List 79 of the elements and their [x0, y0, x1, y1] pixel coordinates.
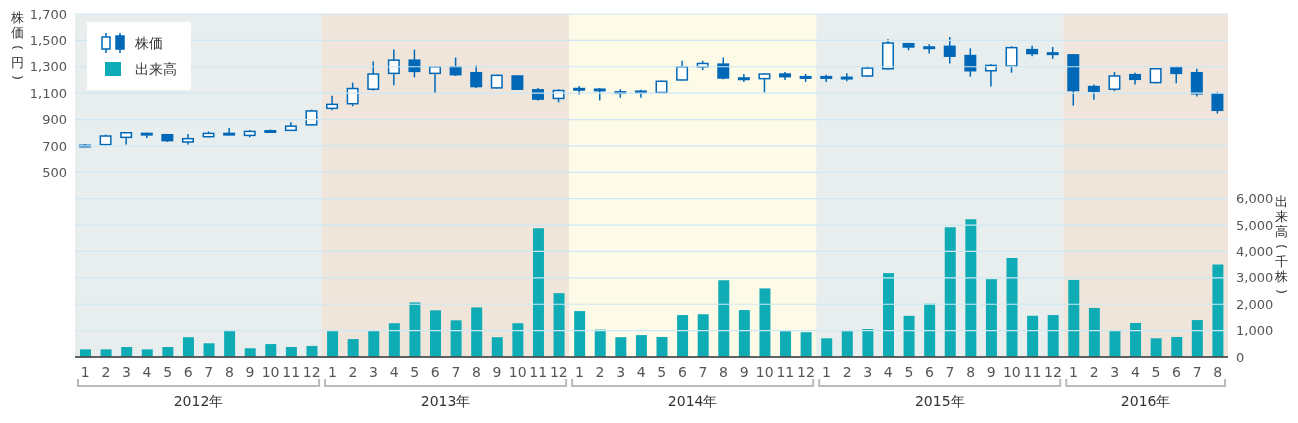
x-tick-label: 5	[163, 363, 173, 380]
y-tick-label: 1,500	[29, 33, 67, 48]
x-tick-label: 2	[348, 363, 358, 380]
band-label: 2016年	[1120, 393, 1171, 409]
x-tick-label: 5	[904, 363, 914, 380]
x-tick-label: 1	[1069, 363, 1079, 380]
x-tick-label: 12	[302, 363, 321, 380]
x-tick-label: 4	[389, 363, 399, 380]
y2-tick-label: 2,000	[1236, 296, 1274, 312]
x-tick-label: 3	[616, 363, 626, 380]
band-label: 2013年	[420, 393, 471, 409]
x-tick-label: 12	[549, 363, 568, 380]
y-tick-label: 1,100	[29, 85, 67, 101]
x-tick-label: 2	[595, 363, 605, 380]
x-tick-label: 1	[822, 363, 831, 380]
x-tick-label: 11	[776, 363, 795, 380]
x-tick-label: 7	[945, 363, 955, 380]
x-tick-label: 5	[1151, 363, 1161, 380]
x-tick-label: 10	[1002, 363, 1021, 380]
x-tick-label: 3	[369, 363, 379, 380]
x-tick-label: 6	[430, 363, 440, 380]
x-tick-label: 10	[755, 363, 774, 380]
x-tick-label: 12	[797, 363, 815, 380]
x-tick-label: 11	[529, 363, 548, 380]
x-tick-label: 9	[739, 363, 749, 380]
x-tick-label: 9	[245, 363, 255, 380]
x-tick-label: 2	[101, 363, 111, 380]
x-tick-label: 4	[1130, 363, 1140, 380]
x-tick-label: 10	[508, 363, 527, 380]
y2-tick-label: 4,000	[1236, 244, 1274, 260]
x-tick-label: 3	[1110, 363, 1120, 380]
band-label: 2012年	[173, 393, 224, 409]
y-tick-label: 1,300	[29, 59, 67, 75]
x-tick-label: 7	[204, 363, 214, 380]
x-tick-label: 12	[1044, 363, 1062, 380]
x-tick-label: 7	[451, 363, 461, 380]
x-tick-label: 1	[574, 363, 584, 380]
y2-tick-label: 5,000	[1236, 217, 1274, 233]
legend-label: 株価	[135, 34, 163, 53]
x-tick-label: 1	[327, 363, 337, 380]
x-tick-label: 5	[657, 363, 667, 380]
x-tick-label: 2	[1089, 363, 1099, 380]
band-label: 2014年	[667, 393, 718, 409]
x-tick-label: 4	[883, 363, 893, 380]
y2-axis-title: 出来高(千株)	[1273, 194, 1289, 297]
x-tick-label: 8	[966, 363, 976, 380]
x-tick-label: 11	[1023, 363, 1042, 380]
x-tick-label: 6	[1172, 363, 1182, 380]
y2-tick-label: 6,000	[1236, 191, 1274, 207]
y2-tick-label: 1,000	[1236, 323, 1274, 339]
x-tick-label: 8	[1213, 363, 1223, 380]
band-label: 2015年	[914, 393, 965, 409]
x-tick-label: 11	[282, 363, 301, 380]
x-tick-label: 9	[492, 363, 502, 380]
x-tick-label: 6	[924, 363, 934, 380]
y2-tick-label: 0	[1236, 349, 1245, 365]
x-tick-label: 8	[224, 363, 234, 380]
y-tick-label: 500	[42, 164, 67, 180]
x-tick-label: 9	[986, 363, 996, 380]
x-tick-label: 6	[677, 363, 687, 380]
x-tick-label: 1	[80, 363, 90, 380]
legend-label: 出来高	[135, 60, 177, 79]
y2-tick-label: 3,000	[1236, 270, 1274, 286]
x-tick-label: 2	[842, 363, 852, 380]
y-axis-title: 株価(円)	[9, 10, 25, 83]
x-tick-label: 10	[261, 363, 280, 380]
x-tick-label: 4	[636, 363, 646, 380]
x-tick-label: 3	[122, 363, 131, 380]
x-tick-label: 8	[472, 363, 481, 380]
x-tick-label: 7	[698, 363, 708, 380]
x-tick-label: 6	[183, 363, 193, 380]
x-tick-label: 8	[719, 363, 729, 380]
y-tick-label: 1,700	[29, 6, 67, 22]
y-tick-label: 900	[42, 112, 67, 128]
x-tick-label: 5	[410, 363, 420, 380]
y-tick-label: 700	[42, 138, 67, 154]
x-tick-label: 3	[863, 363, 873, 380]
x-tick-label: 7	[1192, 363, 1202, 380]
x-tick-label: 4	[142, 363, 152, 380]
